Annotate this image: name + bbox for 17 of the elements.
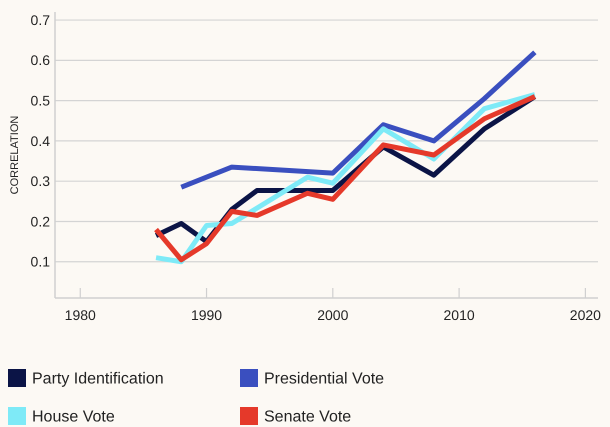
y-tick-label: 0.1	[30, 254, 50, 270]
legend-label: House Vote	[32, 408, 115, 426]
y-tick-label: 0.3	[30, 173, 50, 190]
y-tick-label: 0.4	[30, 132, 50, 149]
x-tick-label: 2000	[317, 307, 349, 323]
y-tick-label: 0.5	[30, 92, 50, 109]
x-tick-label: 2010	[444, 307, 475, 323]
x-tick-label: 1990	[190, 307, 222, 323]
x-tick-label: 2020	[570, 307, 602, 323]
y-axis-title: CORRELATION	[9, 116, 21, 194]
legend-label: Presidential Vote	[264, 370, 384, 388]
y-tick-label: 0.7	[30, 12, 50, 28]
legend-label: Senate Vote	[264, 408, 352, 426]
y-tick-label: 0.2	[30, 213, 50, 230]
y-tick-label: 0.6	[30, 52, 50, 68]
legend-label: Party Identification	[32, 370, 164, 388]
x-tick-label: 1980	[64, 307, 96, 323]
